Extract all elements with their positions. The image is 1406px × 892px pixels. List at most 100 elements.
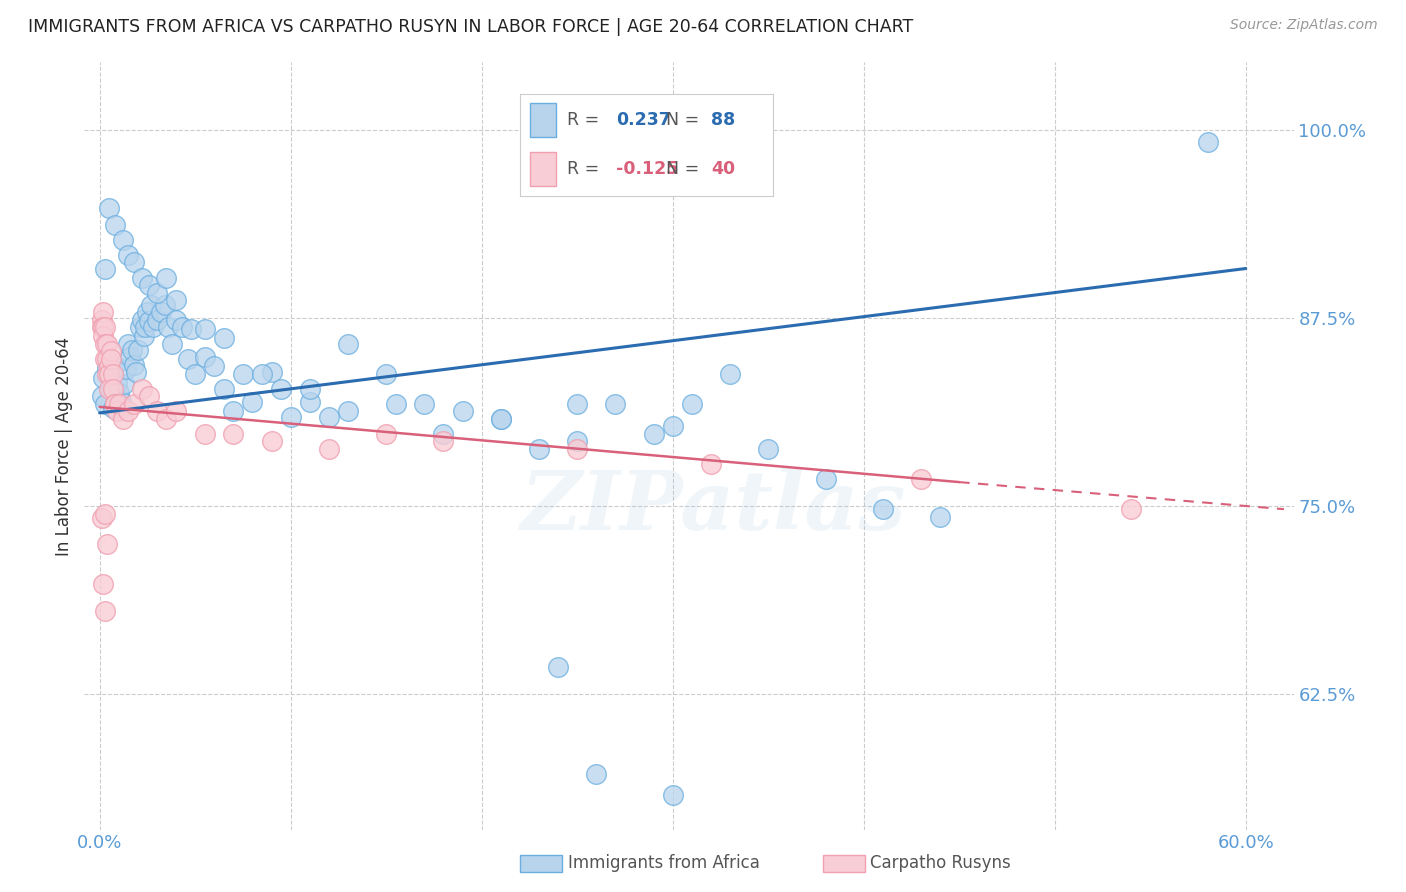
- Point: [134, 320, 156, 334]
- Point: [101, 401, 124, 416]
- Point: [212, 382, 235, 396]
- Point: [141, 297, 163, 311]
- Text: R =: R =: [567, 111, 605, 128]
- Point: [661, 419, 683, 434]
- Point: [138, 278, 160, 293]
- Point: [93, 329, 115, 343]
- Point: [194, 427, 217, 442]
- Point: [153, 297, 176, 311]
- Text: Carpatho Rusyns: Carpatho Rusyns: [870, 855, 1011, 872]
- Point: [489, 412, 512, 426]
- Point: [661, 788, 683, 802]
- Point: [384, 397, 406, 411]
- Point: [232, 367, 254, 381]
- Text: R =: R =: [567, 160, 605, 178]
- Point: [100, 382, 122, 396]
- Point: [127, 343, 149, 357]
- Point: [94, 351, 117, 366]
- Point: [94, 320, 117, 334]
- Point: [114, 377, 136, 392]
- Point: [250, 367, 273, 381]
- Point: [117, 336, 139, 351]
- Point: [122, 397, 145, 411]
- Point: [128, 320, 150, 334]
- Point: [94, 397, 117, 411]
- Point: [98, 368, 121, 383]
- Point: [180, 321, 202, 335]
- Point: [184, 367, 207, 381]
- Text: 40: 40: [711, 160, 735, 178]
- Point: [432, 434, 454, 449]
- Text: Immigrants from Africa: Immigrants from Africa: [568, 855, 759, 872]
- Point: [132, 329, 155, 343]
- Point: [131, 382, 153, 396]
- Point: [298, 395, 321, 409]
- Point: [100, 344, 122, 359]
- Point: [681, 397, 703, 411]
- Point: [700, 457, 723, 471]
- Point: [756, 442, 779, 456]
- Point: [146, 285, 169, 300]
- Point: [165, 312, 187, 326]
- Point: [222, 404, 245, 418]
- Point: [96, 336, 118, 351]
- Point: [105, 376, 128, 390]
- Point: [375, 427, 398, 442]
- Point: [125, 365, 148, 379]
- Point: [432, 427, 454, 442]
- Point: [117, 404, 139, 418]
- Point: [100, 351, 122, 366]
- Point: [98, 359, 121, 374]
- Point: [1197, 135, 1219, 149]
- Text: 0.237: 0.237: [616, 111, 671, 128]
- Point: [149, 305, 172, 319]
- Point: [96, 537, 118, 551]
- Point: [260, 434, 283, 449]
- Point: [101, 382, 124, 396]
- Point: [96, 367, 118, 381]
- Point: [212, 331, 235, 345]
- Text: IMMIGRANTS FROM AFRICA VS CARPATHO RUSYN IN LABOR FORCE | AGE 20-64 CORRELATION : IMMIGRANTS FROM AFRICA VS CARPATHO RUSYN…: [28, 18, 914, 36]
- Point: [115, 362, 138, 376]
- Point: [121, 343, 143, 357]
- Point: [280, 410, 302, 425]
- Point: [176, 351, 198, 366]
- Point: [567, 434, 589, 449]
- Point: [131, 270, 153, 285]
- Text: N =: N =: [666, 111, 704, 128]
- Point: [929, 509, 952, 524]
- Point: [318, 442, 340, 456]
- Point: [165, 404, 187, 418]
- Point: [138, 314, 160, 328]
- Point: [194, 321, 217, 335]
- Point: [1121, 502, 1143, 516]
- Point: [111, 233, 134, 247]
- Point: [122, 255, 145, 269]
- Point: [336, 336, 359, 351]
- Point: [122, 358, 145, 372]
- Point: [98, 367, 121, 381]
- Point: [260, 365, 283, 379]
- Point: [94, 604, 117, 618]
- Point: [222, 427, 245, 442]
- Point: [96, 360, 118, 375]
- Point: [93, 577, 115, 591]
- Point: [111, 412, 134, 426]
- Point: [94, 261, 117, 276]
- Point: [94, 336, 117, 351]
- Point: [107, 386, 129, 401]
- Point: [585, 767, 607, 781]
- Point: [170, 320, 193, 334]
- Point: [413, 397, 436, 411]
- Point: [814, 472, 837, 486]
- Point: [194, 351, 217, 365]
- Text: 88: 88: [711, 111, 735, 128]
- Point: [910, 472, 932, 486]
- Point: [104, 397, 127, 411]
- Point: [643, 427, 665, 442]
- Bar: [530, 153, 555, 186]
- Point: [718, 367, 741, 381]
- Point: [202, 359, 225, 374]
- Point: [242, 395, 264, 409]
- Point: [142, 320, 165, 334]
